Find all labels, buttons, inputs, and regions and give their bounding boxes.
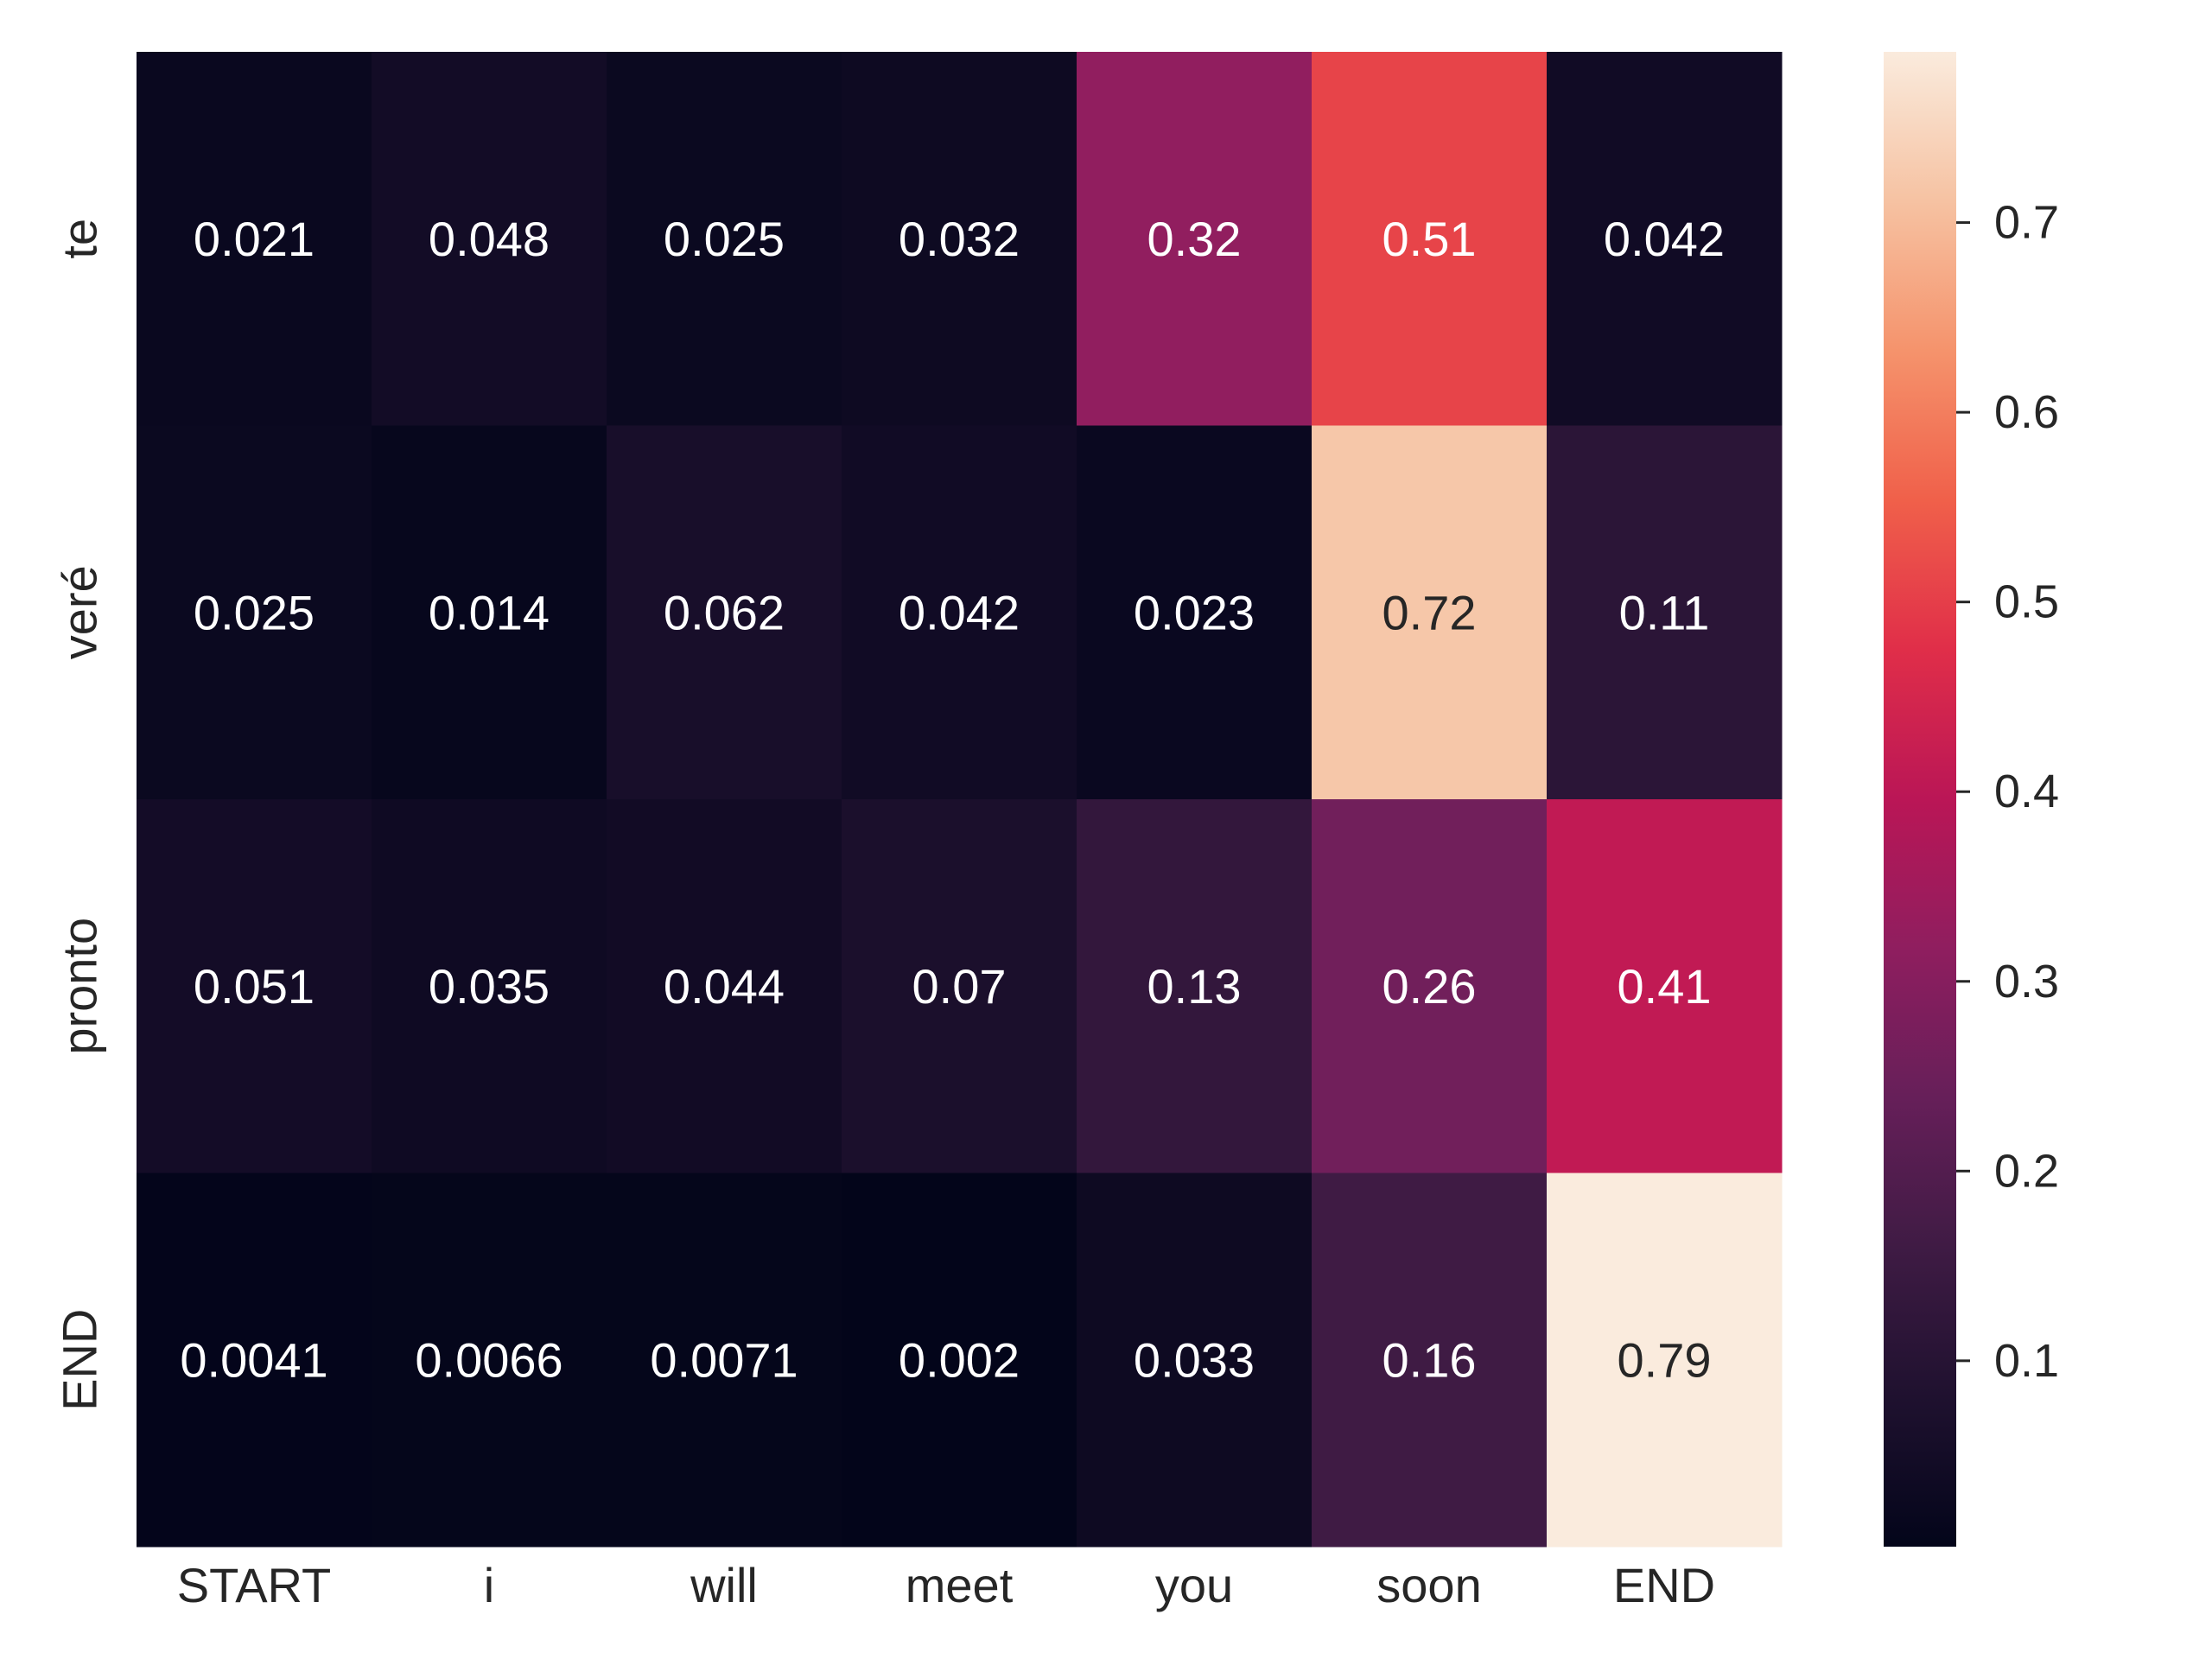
x-tick-label-2: will: [690, 1558, 758, 1612]
heatmap-cell-r0-c4: [1077, 52, 1313, 426]
heatmap-cell-r0-c0: [137, 52, 372, 426]
colorbar-tick-label-0: 0.1: [1994, 1335, 2059, 1387]
x-tick-label-5: soon: [1376, 1558, 1481, 1612]
colorbar-tick-label-4: 0.5: [1994, 576, 2059, 628]
cell-value-label-r2-c0: 0.051: [194, 959, 315, 1014]
cell-value-label-r0-c6: 0.042: [1604, 212, 1725, 266]
heatmap-cell-r3-c4: [1077, 1173, 1313, 1548]
colorbar-ticks: 0.1 0.2 0.3 0.4 0.5 0.6 0.7: [1956, 197, 2059, 1387]
cell-value-label-r2-c3: 0.07: [912, 959, 1007, 1014]
heatmap-cell-r2-c0: [137, 799, 372, 1173]
heatmap-cell-r3-c5: [1312, 1173, 1548, 1548]
cell-value-label-r2-c1: 0.035: [429, 959, 550, 1014]
colorbar-tick-label-3: 0.4: [1994, 766, 2059, 817]
colorbar-tick-label-1: 0.2: [1994, 1145, 2059, 1197]
heatmap-cell-r3-c1: [372, 1173, 607, 1548]
cell-value-label-r3-c5: 0.16: [1382, 1332, 1477, 1387]
cell-value-label-r2-c5: 0.26: [1382, 959, 1477, 1014]
heatmap-cell-r1-c2: [607, 425, 842, 800]
heatmap-cell-r0-c5: [1312, 52, 1548, 426]
cell-value-label-r3-c4: 0.033: [1134, 1332, 1255, 1387]
heatmap-cell-r0-c1: [372, 52, 607, 426]
cell-value-label-r1-c5: 0.72: [1382, 585, 1477, 639]
heatmap-cell-r0-c3: [842, 52, 1077, 426]
heatmap-cell-r0-c6: [1547, 52, 1783, 426]
cell-value-label-r3-c0: 0.0041: [180, 1332, 327, 1387]
heatmap-cell-r2-c5: [1312, 799, 1548, 1173]
cell-value-label-r0-c2: 0.025: [664, 212, 785, 266]
x-tick-label-1: i: [484, 1558, 494, 1612]
y-tick-label-2: pronto: [53, 918, 107, 1055]
heatmap-cell-r3-c3: [842, 1173, 1077, 1548]
y-axis-tick-labels: te veré pronto END: [53, 219, 107, 1411]
heatmap-cell-r2-c2: [607, 799, 842, 1173]
heatmap-cell-r1-c0: [137, 425, 372, 800]
heatmap-cell-r2-c1: [372, 799, 607, 1173]
cell-value-label-r1-c2: 0.062: [664, 585, 785, 639]
cell-value-label-r1-c3: 0.042: [899, 585, 1020, 639]
heatmap-cell-r2-c3: [842, 799, 1077, 1173]
colorbar-bar: [1884, 52, 1956, 1547]
heatmap-cell-r3-c6: [1547, 1173, 1783, 1548]
colorbar-tick-label-2: 0.3: [1994, 956, 2059, 1007]
colorbar: 0.1 0.2 0.3 0.4 0.5 0.6 0.7: [1884, 52, 2059, 1547]
cell-value-label-r0-c5: 0.51: [1382, 212, 1477, 266]
cell-value-label-r0-c0: 0.021: [194, 212, 315, 266]
cell-value-label-r0-c4: 0.32: [1147, 212, 1242, 266]
cell-value-label-r0-c3: 0.032: [899, 212, 1020, 266]
x-tick-label-4: you: [1155, 1558, 1233, 1612]
cell-value-label-r3-c1: 0.0066: [415, 1332, 563, 1387]
x-axis-tick-labels: START i will meet you soon END: [177, 1558, 1715, 1612]
y-tick-label-0: te: [53, 219, 107, 259]
heatmap-cell-r2-c6: [1547, 799, 1783, 1173]
heatmap-cell-r1-c6: [1547, 425, 1783, 800]
y-tick-label-1: veré: [53, 565, 107, 659]
cell-value-label-r1-c1: 0.014: [429, 585, 550, 639]
heatmap-cell-r3-c0: [137, 1173, 372, 1548]
x-tick-label-0: START: [177, 1558, 331, 1612]
x-tick-label-3: meet: [906, 1558, 1014, 1612]
heatmap-cells: 0.021 0.048 0.025 0.032 0.32 0.51 0.042 0.025 0.…: [137, 52, 1783, 1548]
heatmap-cell-r0-c2: [607, 52, 842, 426]
colorbar-tick-label-5: 0.6: [1994, 386, 2059, 438]
heatmap-cell-r1-c1: [372, 425, 607, 800]
colorbar-tick-label-6: 0.7: [1994, 197, 2059, 249]
cell-value-label-r2-c4: 0.13: [1147, 959, 1242, 1014]
y-tick-label-3: END: [53, 1309, 107, 1411]
cell-value-label-r2-c2: 0.044: [664, 959, 785, 1014]
cell-value-label-r3-c6: 0.79: [1618, 1332, 1712, 1387]
x-tick-label-6: END: [1613, 1558, 1715, 1612]
heatmap-cell-r1-c5: [1312, 425, 1548, 800]
heatmap-cell-r3-c2: [607, 1173, 842, 1548]
cell-value-label-r1-c6: 0.11: [1619, 585, 1710, 639]
cell-value-label-r1-c0: 0.025: [194, 585, 315, 639]
heatmap-cell-r1-c3: [842, 425, 1077, 800]
cell-value-label-r0-c1: 0.048: [429, 212, 550, 266]
cell-value-label-r3-c2: 0.0071: [650, 1332, 798, 1387]
heatmap-cell-r2-c4: [1077, 799, 1313, 1173]
heatmap-cell-r1-c4: [1077, 425, 1313, 800]
cell-value-label-r3-c3: 0.002: [899, 1332, 1020, 1387]
cell-value-label-r1-c4: 0.023: [1134, 585, 1255, 639]
cell-value-label-r2-c6: 0.41: [1618, 959, 1712, 1014]
